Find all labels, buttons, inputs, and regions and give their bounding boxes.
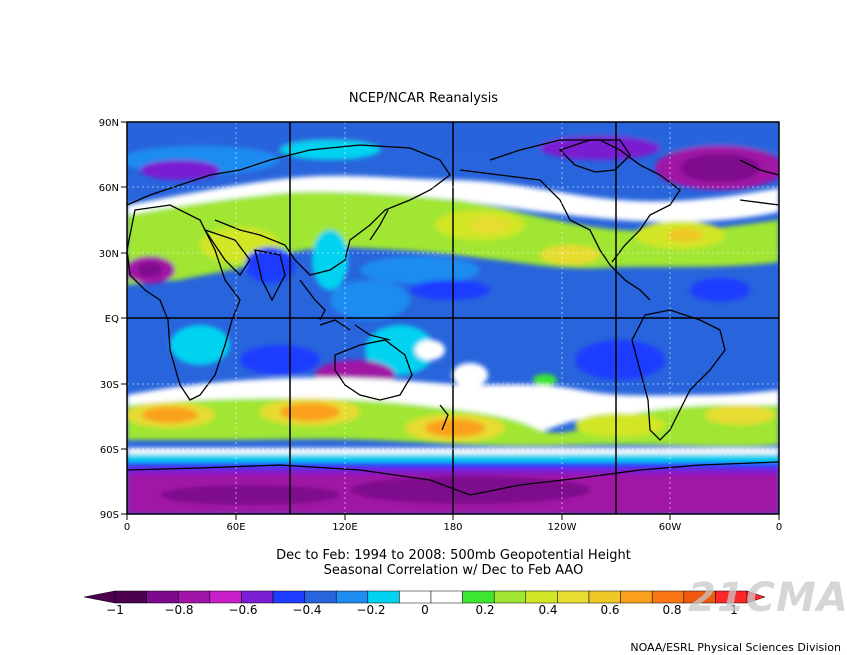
colorbar-swatch [588,590,621,604]
lat-label: 90N [99,118,119,129]
lon-label: 180 [443,522,462,533]
dotted-gridlines [127,122,779,514]
colorbar-label: 0.6 [600,603,619,617]
colorbar-swatch [114,590,147,604]
colorbar-labels: −1 −0.8 −0.6 −0.4 −0.2 0 0.2 0.4 0.6 0.8… [106,603,738,617]
longitude-labels: 0 60E 120E 180 120W 60W 0 [124,522,782,533]
colorbar-label: −0.8 [164,603,193,617]
lon-label: 0 [124,522,130,533]
colorbar-swatch [399,590,432,604]
lat-label: 60S [100,445,119,456]
colorbar-max-arrow [746,590,766,604]
lat-label: 90S [100,510,119,521]
latitude-labels: 90N 60N 30N EQ 30S 60S 90S [99,118,119,521]
lon-label: 120E [332,522,357,533]
colorbar-swatch [304,590,337,604]
credit-text: NOAA/ESRL Physical Sciences Division [630,641,841,654]
lat-label: 60N [99,183,119,194]
lon-label: 60E [226,522,245,533]
colorbar-label: 0 [421,603,429,617]
axis-ticks [121,121,780,520]
colorbar-swatch [493,590,527,604]
colorbar-swatch [651,590,685,604]
plot-title: NCEP/NCAR Reanalysis [348,91,499,106]
lon-label: 120W [548,522,577,533]
colorbar-label: −0.2 [356,603,385,617]
colorbar-swatch [557,590,590,604]
colorbar-swatch [620,590,653,604]
colorbar-label: 0.8 [662,603,681,617]
subtitle-line-1: Dec to Feb: 1994 to 2008: 500mb Geopoten… [276,548,631,563]
colorbar-swatch [335,590,369,604]
colorbar-swatch [241,590,274,604]
colorbar-swatch [146,590,179,604]
colorbar-label: 0.4 [538,603,557,617]
colorbar [83,590,766,604]
colorbar-swatch [209,590,242,604]
colorbar-label: −0.6 [228,603,257,617]
lat-label: 30N [99,249,119,260]
colorbar-swatch [367,590,400,604]
map-figure: 90N 60N 30N EQ 30S 60S 90S 0 60E 120E 18… [83,118,782,617]
colorbar-label: 0.2 [475,603,494,617]
coastlines [127,139,779,496]
lat-label: EQ [105,314,119,325]
colorbar-swatch [462,590,495,604]
colorbar-label: −0.4 [292,603,321,617]
colorbar-label: −1 [106,603,124,617]
colorbar-swatch [272,590,305,604]
colorbar-swatch [430,590,463,604]
colorbar-label: 1 [730,603,738,617]
watermark-logo: 21CMA [688,575,847,621]
colorbar-min-arrow [83,590,116,604]
lon-label: 60W [659,522,682,533]
colorbar-swatch [525,590,558,604]
lon-label: 0 [776,522,782,533]
colorbar-swatch [177,590,211,604]
lat-label: 30S [100,380,119,391]
subtitle-line-2: Seasonal Correlation w/ Dec to Feb AAO [323,563,584,578]
